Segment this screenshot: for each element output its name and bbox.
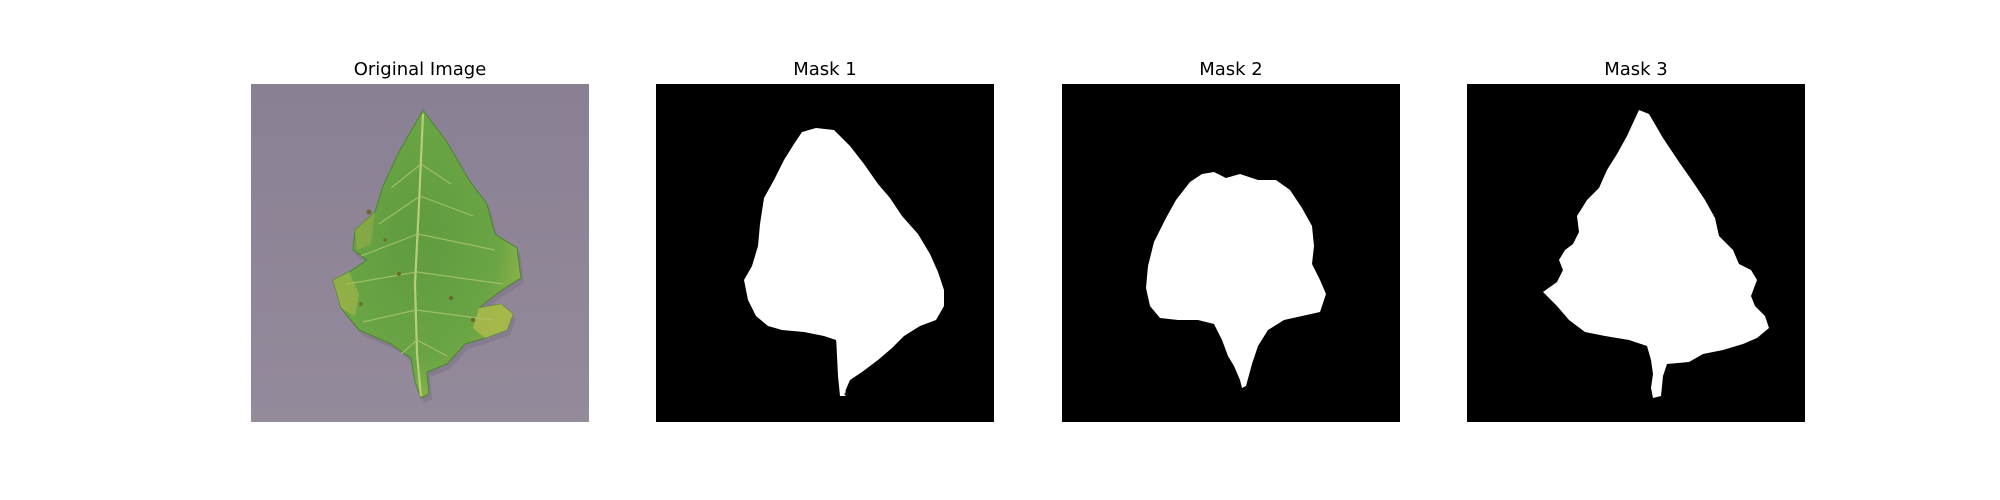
panel-mask-2: Mask 2 — [1062, 0, 1400, 500]
mask-1-stem — [836, 336, 848, 396]
leaf-yellow-edge — [355, 212, 375, 250]
panel-mask-1: Mask 1 — [656, 0, 994, 500]
mask-3-shape — [1543, 110, 1769, 398]
leaf-spots — [359, 209, 476, 323]
panel-title: Original Image — [353, 59, 487, 80]
leaf-yellow-lobe — [473, 304, 513, 338]
leaf-photo-svg — [251, 84, 589, 422]
mask-3-svg — [1467, 84, 1805, 422]
mask-1-image — [656, 84, 994, 422]
panel-title: Mask 3 — [1604, 59, 1668, 80]
mask-2-shape — [1146, 172, 1326, 388]
leaf-veins — [346, 163, 504, 357]
leaf-photo — [251, 84, 589, 422]
mask-2-svg — [1062, 84, 1400, 422]
panel-title: Mask 2 — [1199, 59, 1263, 80]
panel-title: Mask 1 — [793, 59, 857, 80]
mask-3-image — [1467, 84, 1805, 422]
mask-1-shape — [744, 128, 944, 396]
panel-mask-3: Mask 3 — [1467, 0, 1805, 500]
mask-1-svg — [656, 84, 994, 422]
panel-original-image: Original Image — [251, 0, 589, 500]
mask-2-image — [1062, 84, 1400, 422]
leaf-midrib — [413, 113, 425, 397]
